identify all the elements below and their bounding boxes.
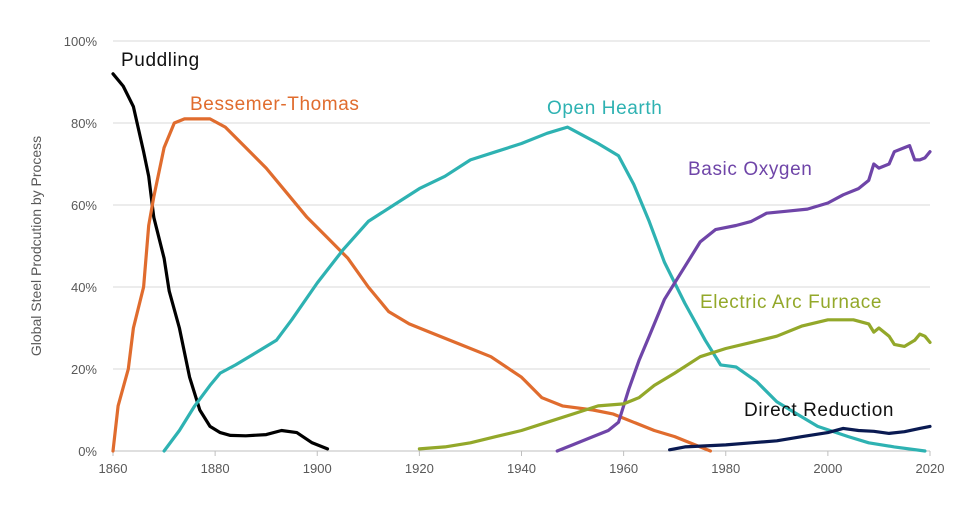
y-tick-label: 0% — [78, 444, 97, 459]
series-line-3 — [555, 144, 932, 453]
series-labels: Puddling Bessemer-Thomas Open Hearth Basic … — [121, 50, 894, 421]
x-tick-label: 1860 — [99, 461, 128, 476]
series-label-1: Bessemer-Thomas — [190, 94, 360, 115]
y-tick-label: 80% — [71, 116, 97, 131]
y-tick-label: 60% — [71, 198, 97, 213]
y-tick-label: 20% — [71, 362, 97, 377]
x-tick-label: 1980 — [711, 461, 740, 476]
x-tick-label: 1940 — [507, 461, 536, 476]
x-tick-label: 1880 — [201, 461, 230, 476]
x-tick-label: 2020 — [916, 461, 945, 476]
series-line-2 — [162, 125, 927, 453]
y-tick-label: 40% — [71, 280, 97, 295]
y-axis-title: Global Steel Prodcution by Process — [28, 136, 44, 356]
series-line-1 — [111, 117, 713, 453]
x-tick-label: 1900 — [303, 461, 332, 476]
axes: 0% 20% 40% 60% 80% 100% 1860 1880 1900 1920 1940 19… — [28, 34, 944, 476]
series-lines — [111, 72, 932, 453]
series-label-4: Electric Arc Furnace — [700, 292, 882, 313]
y-tick-label: 100% — [64, 34, 98, 49]
series-label-2: Open Hearth — [547, 98, 662, 119]
x-tick-label: 1960 — [609, 461, 638, 476]
gridlines — [113, 40, 930, 370]
series-line-4 — [417, 318, 932, 451]
series-label-3: Basic Oxygen — [688, 159, 812, 180]
x-tick-label: 2000 — [813, 461, 842, 476]
series-label-5: Direct Reduction — [744, 400, 894, 421]
x-tick-label: 1920 — [405, 461, 434, 476]
series-line-0 — [111, 72, 330, 451]
series-line-5 — [667, 424, 932, 452]
series-label-0: Puddling — [121, 50, 200, 71]
